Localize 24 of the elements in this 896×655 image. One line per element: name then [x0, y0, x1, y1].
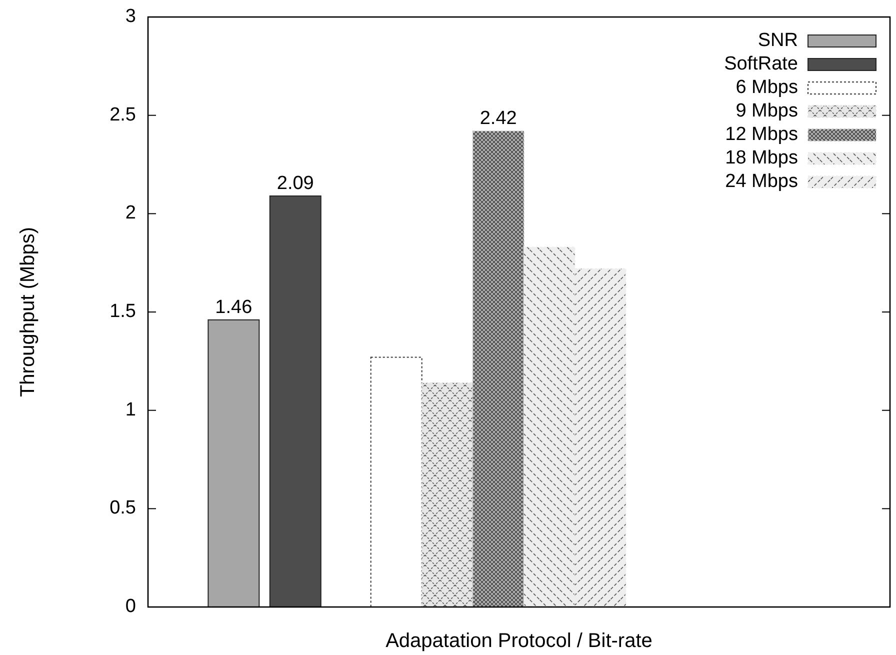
- legend-label: 6 Mbps: [736, 77, 798, 98]
- bar: [370, 356, 422, 608]
- bar: [269, 195, 322, 608]
- legend-label: 9 Mbps: [736, 100, 798, 122]
- data-label: 2.09: [276, 172, 314, 194]
- legend-label: 12 Mbps: [725, 124, 798, 146]
- legend-label: 24 Mbps: [725, 171, 798, 192]
- y-tick-label: 0: [125, 596, 136, 618]
- y-tick-label: 0.5: [110, 498, 136, 519]
- bar: [472, 130, 524, 608]
- bar: [421, 382, 474, 608]
- y-axis-title: Throughput (Mbps): [17, 226, 39, 398]
- data-label: 1.46: [215, 296, 252, 318]
- data-label: 2.42: [480, 108, 517, 130]
- y-tick-label: 1.5: [110, 301, 136, 322]
- bar: [208, 319, 260, 608]
- x-axis-title: Adapatation Protocol / Bit-rate: [386, 630, 652, 652]
- legend-label: SoftRate: [724, 54, 798, 75]
- legend-label: 18 Mbps: [725, 148, 798, 169]
- legend-label: SNR: [758, 30, 798, 52]
- y-tick-label: 2.5: [110, 104, 136, 126]
- y-tick-label: 2: [125, 202, 136, 224]
- y-tick-label: 1: [125, 399, 136, 420]
- y-tick-label: 3: [125, 6, 136, 28]
